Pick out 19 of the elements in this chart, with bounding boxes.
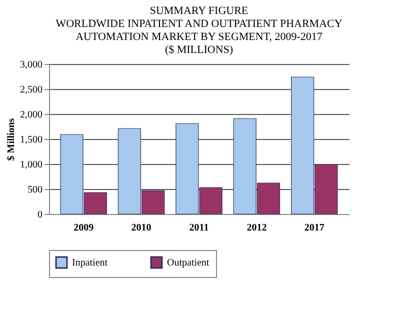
y-tick-label: 1,500 (20, 134, 42, 146)
x-tick-label: 2010 (131, 222, 152, 234)
legend-label: Inpatient (72, 258, 108, 269)
y-tick-label: 500 (28, 184, 42, 196)
x-tick-label: 2017 (304, 222, 324, 234)
x-tick-label: 2012 (246, 222, 267, 234)
x-tick-label: 2011 (189, 222, 209, 234)
text: AUTOMATION MARKET BY SEGMENT, 2009-2017 (76, 31, 322, 43)
text: SUMMARY FIGURE (150, 5, 248, 17)
text: ($ MILLIONS) (164, 44, 234, 56)
y-tick-label: 1,000 (20, 160, 42, 170)
y-tick-label: 2,000 (20, 110, 42, 120)
x-tick-label: 2009 (74, 222, 94, 234)
y-tick-label: 0 (38, 210, 42, 220)
text: WORLDWIDE INPATIENT AND OUTPATIENT PHARMACY (56, 18, 342, 30)
legend-label: Outpatient (167, 258, 210, 269)
y-axis-title: $ Millions (6, 118, 17, 161)
y-tick-label: 2,500 (20, 84, 42, 96)
y-tick-label: 3,000 (20, 60, 42, 70)
